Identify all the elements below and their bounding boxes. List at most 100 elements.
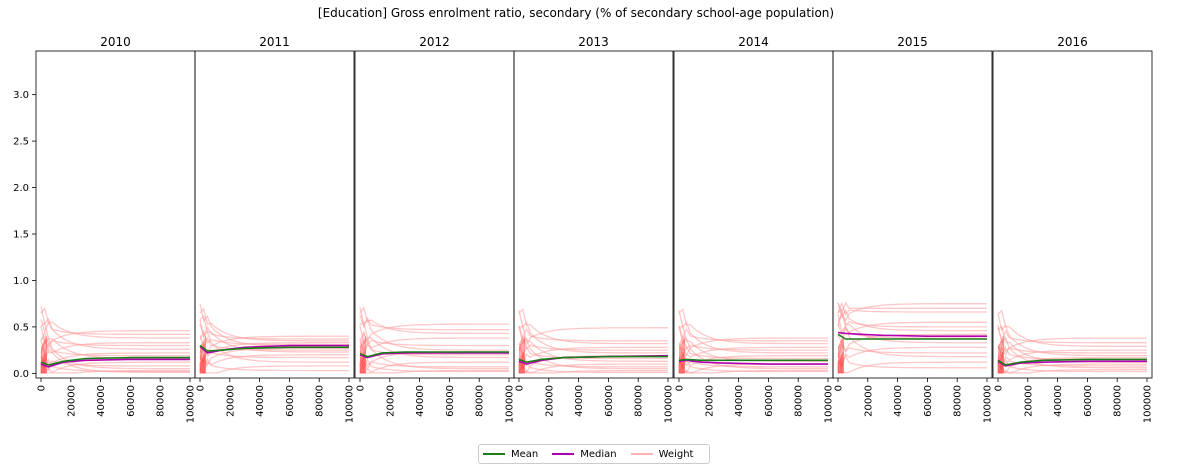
x-tick-label: 40000 — [96, 385, 107, 417]
weight-line — [837, 337, 987, 354]
x-tick-label: 20000 — [704, 385, 715, 417]
legend-item-mean: Mean — [483, 449, 538, 460]
x-tick-label: 20000 — [1023, 385, 1034, 417]
weight-line — [199, 314, 349, 353]
panel-frame — [992, 50, 1153, 379]
panel-title: 2012 — [419, 35, 450, 49]
x-tick-label: 40000 — [734, 385, 745, 417]
weight-line — [40, 352, 190, 374]
weight-line — [837, 302, 987, 332]
weight-line — [518, 357, 668, 374]
panel-2016: 2016 0 20000 40000 60000 80000 100000 — [992, 35, 1154, 423]
weight-line — [998, 368, 1147, 374]
x-tick-label: 60000 — [445, 385, 456, 417]
weight-line — [199, 307, 349, 342]
weight-line — [199, 319, 349, 363]
weight-line — [518, 325, 668, 342]
x-tick-label: 100000 — [824, 385, 835, 423]
weight-line — [359, 314, 509, 331]
x-tick-label: 60000 — [604, 385, 615, 417]
weight-line — [678, 356, 828, 373]
x-tick-label: 40000 — [574, 385, 585, 417]
weight-line — [997, 309, 1147, 348]
x-tick-label: 60000 — [923, 385, 934, 417]
weight-line — [40, 335, 190, 374]
weight-line — [359, 325, 509, 370]
weight-line — [997, 324, 1147, 369]
weight-line — [519, 363, 668, 374]
x-tick-label: 80000 — [475, 385, 486, 417]
weight-line — [40, 325, 190, 370]
mean-line — [359, 351, 509, 358]
weight-line — [997, 312, 1147, 357]
panel-2013: 2013 0 20000 40000 60000 80000 100000 — [513, 35, 675, 423]
mean-line — [40, 356, 190, 366]
panel-title: 2011 — [259, 35, 290, 49]
x-tick-label: 100000 — [186, 385, 197, 423]
median-line — [678, 359, 828, 365]
x-tick-label: 0 — [37, 385, 48, 391]
weight-line — [518, 351, 669, 368]
legend-label-median: Median — [580, 448, 617, 460]
legend-item-median: Median — [552, 448, 617, 460]
x-tick-label: 100000 — [983, 385, 994, 423]
weight-line — [997, 337, 1147, 362]
median-line — [40, 358, 190, 368]
median-line — [359, 352, 509, 359]
x-tick-label: 60000 — [1083, 385, 1094, 417]
weight-line — [360, 361, 509, 374]
weight-line — [518, 343, 668, 360]
x-tick-label: 40000 — [1053, 385, 1064, 417]
weight-line — [518, 335, 668, 351]
weight-line — [40, 329, 190, 354]
weight-line — [678, 325, 828, 342]
weight-line — [199, 342, 349, 359]
y-tick-label: 0.0 — [13, 369, 29, 380]
panel-title: 2015 — [897, 35, 928, 49]
x-tick-label: 20000 — [66, 385, 77, 417]
weight-line — [678, 351, 829, 368]
weight-line — [997, 337, 1147, 354]
panel-frame — [832, 50, 993, 379]
x-tick-label: 20000 — [863, 385, 874, 417]
mean-line — [518, 355, 668, 364]
legend-label-weight: Weight — [658, 448, 694, 460]
x-tick-label: 0 — [834, 385, 845, 391]
weight-line — [678, 310, 828, 354]
weight-line — [40, 340, 190, 357]
x-tick-label: 80000 — [953, 385, 964, 417]
panel-2015: 2015 0 20000 40000 60000 80000 100000 — [832, 35, 994, 423]
mean-line — [678, 358, 828, 362]
y-tick-label: 2.0 — [13, 183, 29, 194]
x-tick-label: 100000 — [345, 385, 356, 423]
x-tick-label: 80000 — [794, 385, 805, 417]
panel-frame — [513, 50, 674, 379]
x-tick-label: 0 — [675, 385, 686, 391]
weight-line — [40, 330, 190, 347]
weight-line — [40, 306, 190, 350]
weight-line — [359, 323, 509, 348]
weight-line — [837, 321, 987, 344]
panel-2011: 2011 0 20000 40000 60000 80000 100000 — [194, 35, 356, 423]
x-tick-label: 100000 — [505, 385, 516, 423]
weight-line — [40, 319, 190, 335]
weight-line — [837, 301, 987, 315]
panel-frame — [673, 50, 834, 379]
panel-frame — [194, 50, 355, 379]
x-tick-label: 80000 — [315, 385, 326, 417]
weight-line — [199, 354, 349, 375]
x-tick-label: 100000 — [1143, 385, 1154, 423]
panel-frame — [35, 50, 196, 379]
weight-line — [518, 324, 668, 362]
x-tick-label: 40000 — [415, 385, 426, 417]
x-tick-label: 0 — [356, 385, 367, 391]
weight-line — [837, 313, 987, 358]
weight-line — [678, 343, 828, 360]
x-tick-label: 0 — [515, 385, 526, 391]
mean-line — [837, 333, 987, 340]
median-line — [837, 331, 987, 338]
weight-line — [40, 342, 190, 365]
weight-line — [199, 355, 349, 372]
x-tick-label: 80000 — [1113, 385, 1124, 417]
weight-line — [359, 356, 509, 373]
